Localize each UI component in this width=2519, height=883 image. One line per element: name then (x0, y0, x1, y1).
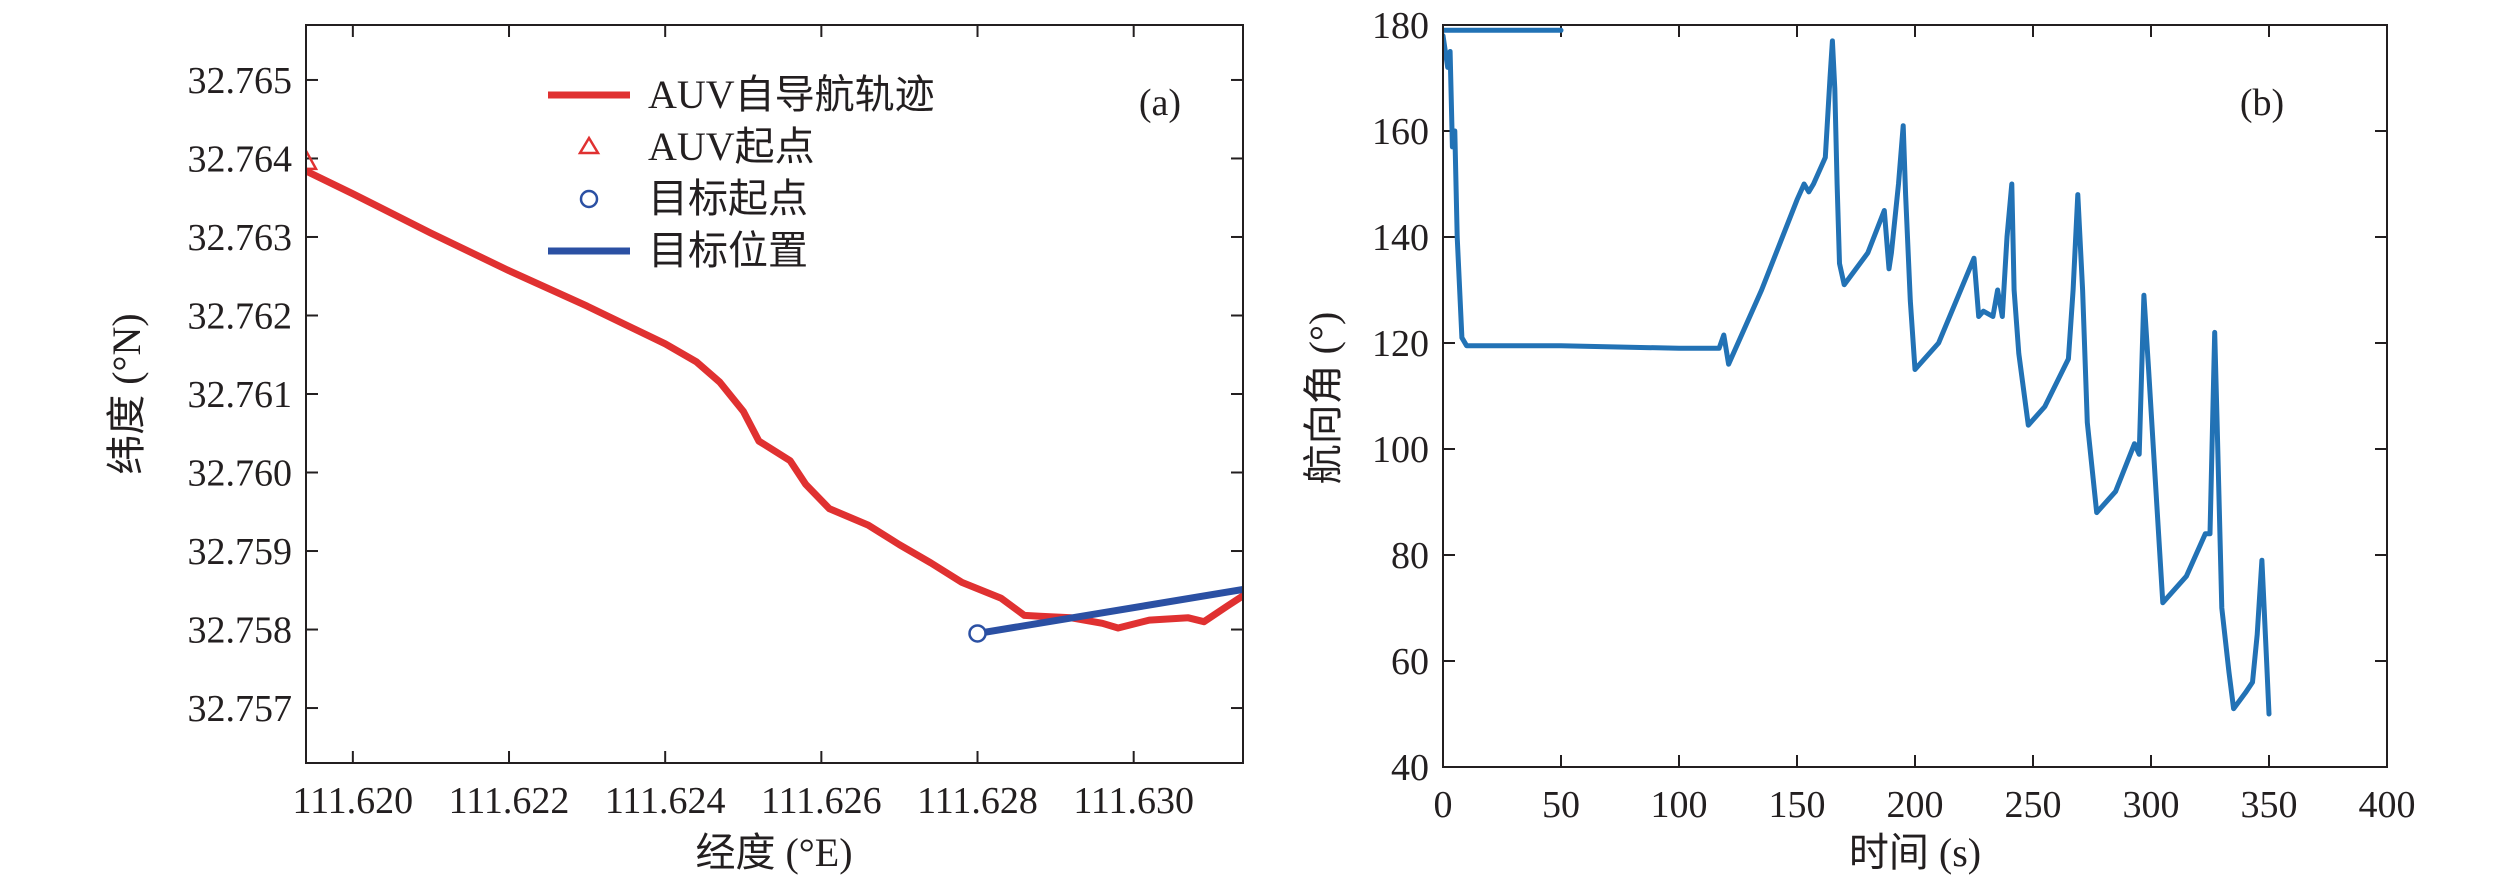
panel-a-legend: AUV自导航轨迹 AUV起点 目标起点 目标位置 (548, 72, 935, 273)
panel-b-y-tick-label: 140 (1372, 217, 1429, 259)
panel-b-y-tick-label: 100 (1372, 429, 1429, 471)
panel-b-plot-area (1443, 27, 2272, 717)
panel-a-x-tick-label: 111.626 (761, 780, 882, 822)
panel-b-x-tick-label: 200 (1887, 784, 1944, 826)
legend-label-auv-start: AUV起点 (648, 124, 815, 169)
panel-a-y-axis-label: 纬度 (°N) (104, 313, 149, 475)
panel-a-ticks: 111.620 111.622 111.624 111.626 111.628 111.6… (188, 25, 1243, 822)
panel-a-tag: (a) (1139, 82, 1181, 124)
panel-b-x-tick-label: 300 (2123, 784, 2180, 826)
panel-a-y-tick-label: 32.761 (188, 374, 293, 416)
panel-a-series-line-0 (306, 167, 1243, 632)
panel-a-x-tick-label: 111.624 (605, 780, 726, 822)
panel-a-y-tick-label: 32.759 (188, 531, 293, 573)
panel-a-x-tick-label: 111.630 (1073, 780, 1194, 822)
panel-b-x-tick-label: 50 (1542, 784, 1580, 826)
panel-b-y-tick-label: 120 (1372, 323, 1429, 365)
panel-a-x-tick-label: 111.620 (293, 780, 414, 822)
panel-a-y-tick-label: 32.757 (188, 688, 293, 730)
panel-a-y-tick-label: 32.763 (188, 217, 293, 259)
panel-b-y-tick-label: 60 (1391, 641, 1429, 683)
panel-a-plot-area (306, 148, 1243, 643)
chart-panel-a: 111.620 111.622 111.624 111.626 111.628 111.6… (104, 24, 1244, 875)
panel-b-x-tick-label: 0 (1434, 784, 1453, 826)
panel-a-series-line-1 (974, 586, 1243, 637)
panel-b-y-axis-label: 航向角 (°) (1301, 312, 1346, 485)
panel-a-y-tick-label: 32.758 (188, 610, 293, 652)
panel-a-y-tick-label: 32.765 (188, 60, 293, 102)
panel-a-frame (305, 24, 1244, 764)
panel-a-x-axis-label: 经度 (°E) (695, 830, 852, 875)
legend-label-target-start: 目标起点 (648, 176, 808, 221)
panel-a-x-tick-label: 111.622 (449, 780, 570, 822)
panel-b-x-tick-label: 100 (1651, 784, 1708, 826)
legend-label-target-position: 目标位置 (648, 228, 808, 273)
panel-b-y-tick-label: 160 (1372, 111, 1429, 153)
panel-b-tag: (b) (2240, 82, 2284, 124)
auv-start-marker (306, 148, 319, 171)
panel-a-y-tick-label: 32.764 (188, 138, 293, 180)
panel-b-x-tick-label: 150 (1769, 784, 1826, 826)
legend-swatch-auv-start (577, 135, 601, 155)
panel-a-y-tick-label: 32.762 (188, 295, 293, 337)
legend-label-auv-track: AUV自导航轨迹 (648, 72, 935, 117)
target-start-marker (968, 624, 987, 643)
panel-b-y-tick-label: 80 (1391, 535, 1429, 577)
panel-b-y-tick-label: 40 (1391, 747, 1429, 789)
panel-b-x-tick-label: 400 (2359, 784, 2416, 826)
panel-b-x-axis-label: 时间 (s) (1849, 830, 1981, 875)
panel-b-ticks: 0 50 100 150 200 250 300 350 400 40 60 80 100 120 140 1… (1372, 5, 2416, 826)
panel-b-frame (1442, 24, 2388, 768)
panel-a-y-tick-label: 32.760 (188, 453, 293, 495)
panel-b-x-tick-label: 250 (2005, 784, 2062, 826)
panel-b-y-tick-label: 180 (1372, 5, 1429, 47)
panel-b-series-line-0 (1443, 33, 2272, 717)
chart-panel-b: 0 50 100 150 200 250 300 350 400 40 60 80 100 120 140 1… (1301, 5, 2416, 875)
panel-a-x-tick-label: 111.628 (917, 780, 1038, 822)
panel-b-x-tick-label: 350 (2241, 784, 2298, 826)
legend-swatch-target-start (579, 189, 599, 209)
